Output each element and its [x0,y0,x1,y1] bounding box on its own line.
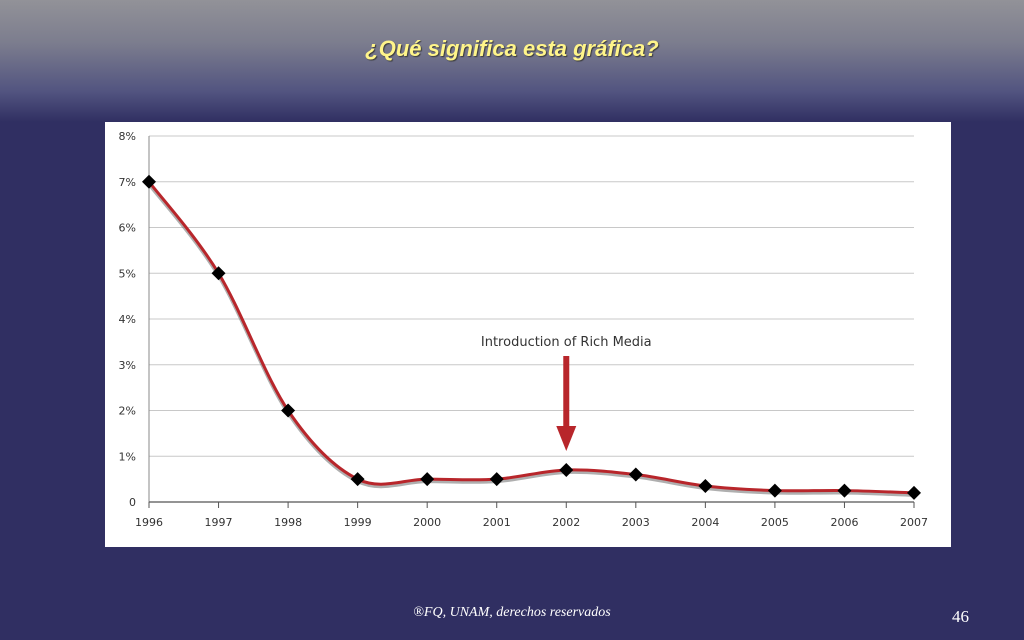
y-tick-label: 3% [119,359,136,372]
data-point-marker [489,472,504,487]
x-tick-label: 2005 [761,516,789,529]
data-point-marker [628,467,643,482]
y-tick-label: 8% [119,130,136,143]
data-point-marker [767,483,782,498]
data-point-marker [837,483,852,498]
annotation-label: Introduction of Rich Media [481,335,652,350]
page-number: 46 [952,607,969,626]
x-tick-label: 2000 [413,516,441,529]
x-tick-label: 1999 [344,516,372,529]
copyright-footer: ®FQ, UNAM, derechos reservados [413,605,611,620]
x-tick-label: 2003 [622,516,650,529]
y-tick-label: 1% [119,450,136,463]
y-tick-label: 0 [129,496,136,509]
annotation-arrow-shaft [563,356,570,428]
y-tick-label: 7% [119,176,136,189]
data-point-marker [420,472,435,487]
y-tick-label: 5% [119,267,136,280]
x-tick-label: 2004 [691,516,719,529]
slide-header [0,0,1024,122]
y-tick-label: 2% [119,405,136,418]
chart-panel: 0 1% 2% 3% 4% 5% 6% 7% 8% 1996 1997 1998 1999 2000 200… [105,122,951,547]
x-tick-label: 2006 [830,516,858,529]
y-tick-label: 4% [119,313,136,326]
x-tick-label: 1996 [135,516,163,529]
data-point-marker [559,462,574,477]
data-point-marker [350,472,365,487]
line-chart: 0 1% 2% 3% 4% 5% 6% 7% 8% 1996 1997 1998 1999 2000 200… [119,130,928,529]
data-point-marker [907,485,921,500]
x-tick-label: 1998 [274,516,302,529]
x-tick-label: 2002 [552,516,580,529]
data-point-marker [142,174,156,189]
data-point-marker [281,403,296,418]
data-point-marker [698,478,713,493]
x-tick-label: 1997 [205,516,233,529]
annotation-arrow-head [556,426,577,451]
data-point-marker [211,266,226,281]
slide-title: ¿Qué significa esta gráfica? [365,36,659,61]
x-tick-label: 2001 [483,516,511,529]
y-tick-label: 6% [119,222,136,235]
x-tick-label: 2007 [900,516,928,529]
